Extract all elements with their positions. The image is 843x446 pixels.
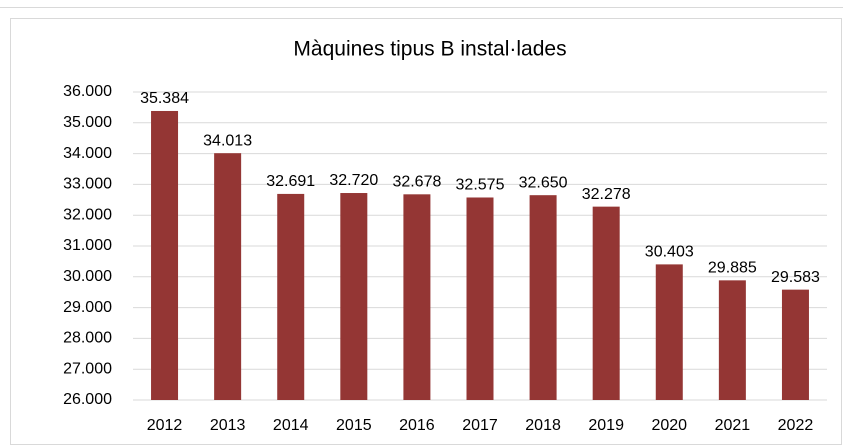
data-label: 32.575 <box>456 177 505 194</box>
y-tick-label: 28.000 <box>63 330 112 347</box>
y-tick-label: 35.000 <box>63 114 112 131</box>
y-tick-label: 33.000 <box>63 176 112 193</box>
bar <box>592 206 620 400</box>
bar <box>466 197 494 400</box>
data-label: 32.720 <box>329 172 378 189</box>
bar <box>655 264 683 400</box>
data-label: 29.583 <box>771 269 820 286</box>
bar <box>340 193 368 400</box>
y-tick-label: 27.000 <box>63 360 112 377</box>
data-label: 29.885 <box>708 260 757 277</box>
x-tick-label: 2012 <box>147 417 183 434</box>
x-tick-label: 2020 <box>651 417 687 434</box>
bar <box>781 289 809 400</box>
y-tick-label: 32.000 <box>63 206 112 223</box>
x-tick-label: 2021 <box>715 417 751 434</box>
bar <box>277 193 305 400</box>
data-label: 30.403 <box>645 244 694 261</box>
chart-title: Màquines tipus B instal·lades <box>293 38 566 61</box>
data-label: 32.278 <box>582 186 631 203</box>
y-tick-label: 34.000 <box>63 145 112 162</box>
x-tick-label: 2014 <box>273 417 309 434</box>
x-tick-label: 2016 <box>399 417 435 434</box>
bar <box>529 195 557 400</box>
y-tick-label: 26.000 <box>63 391 112 408</box>
data-label: 35.384 <box>140 90 189 107</box>
x-tick-label: 2022 <box>778 417 814 434</box>
y-tick-label: 30.000 <box>63 268 112 285</box>
y-tick-label: 29.000 <box>63 299 112 316</box>
y-tick-label: 31.000 <box>63 237 112 254</box>
x-tick-label: 2019 <box>588 417 624 434</box>
bar <box>151 110 179 400</box>
bar <box>403 194 431 400</box>
data-label: 34.013 <box>203 132 252 149</box>
chart-border <box>10 18 842 445</box>
bar <box>718 280 746 400</box>
data-label: 32.650 <box>519 174 568 191</box>
y-tick-label: 36.000 <box>63 83 112 100</box>
bar <box>214 153 242 400</box>
x-tick-label: 2018 <box>525 417 561 434</box>
data-label: 32.691 <box>266 173 315 190</box>
x-tick-label: 2015 <box>336 417 372 434</box>
x-tick-label: 2017 <box>462 417 498 434</box>
data-label: 32.678 <box>392 174 441 191</box>
x-tick-label: 2013 <box>210 417 246 434</box>
